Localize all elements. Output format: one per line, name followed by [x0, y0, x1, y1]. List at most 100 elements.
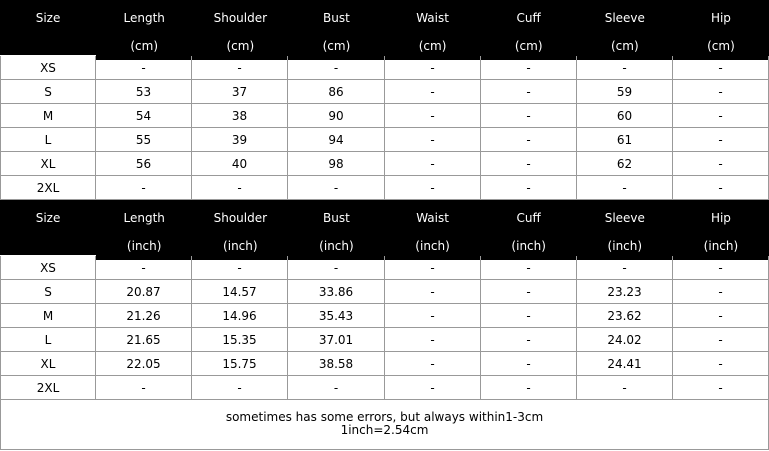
table-cell: - [385, 80, 481, 104]
table-cell: - [288, 176, 385, 200]
table-cell: 94 [288, 128, 385, 152]
table-cell: - [481, 152, 577, 176]
note-line: 1inch=2.54cm [340, 423, 429, 437]
table-cell: 21.65 [96, 328, 192, 352]
table-cell: - [673, 280, 769, 304]
table-cell: - [385, 328, 481, 352]
table-cell: - [673, 176, 769, 200]
table-cell: - [481, 104, 577, 128]
column-unit: (inch) [288, 232, 385, 260]
table-cell: - [577, 176, 673, 200]
size-label: XL [0, 152, 96, 176]
table-cell: - [577, 376, 673, 400]
size-label: S [0, 80, 96, 104]
table-cell: 20.87 [96, 280, 192, 304]
column-header: Waist [384, 4, 481, 32]
table-cell: 23.23 [577, 280, 673, 304]
table-cell: 37.01 [288, 328, 385, 352]
size-label: S [0, 280, 96, 304]
table-cell: - [673, 128, 769, 152]
column-header: Sleeve [576, 204, 673, 232]
table-cell: 24.41 [577, 352, 673, 376]
column-header: Shoulder [192, 4, 289, 32]
column-unit: (inch) [192, 232, 289, 260]
size-label: L [0, 328, 96, 352]
size-label: 2XL [0, 176, 96, 200]
table-cell: - [288, 256, 385, 280]
table-cell: - [673, 104, 769, 128]
table-cell: 86 [288, 80, 385, 104]
table-cell: - [288, 376, 385, 400]
table-cell: 37 [192, 80, 288, 104]
table-cell: 53 [96, 80, 192, 104]
column-unit: (cm) [576, 32, 673, 60]
table-cell: - [192, 256, 288, 280]
column-unit: (inch) [480, 232, 577, 260]
table-cell: - [96, 376, 192, 400]
column-header: Length [96, 204, 193, 232]
table-cell: 15.75 [192, 352, 288, 376]
table-cell: - [288, 56, 385, 80]
table-cell: 23.62 [577, 304, 673, 328]
table-cell: - [96, 56, 192, 80]
table-cell: - [481, 280, 577, 304]
table-cell: 59 [577, 80, 673, 104]
table-cell: 21.26 [96, 304, 192, 328]
table-cell: 14.96 [192, 304, 288, 328]
table-cell: 54 [96, 104, 192, 128]
table-cell: - [385, 376, 481, 400]
table-cell: 33.86 [288, 280, 385, 304]
column-header: Length [96, 4, 193, 32]
column-header: Waist [384, 204, 481, 232]
column-unit: (cm) [96, 32, 193, 60]
table-cell: 61 [577, 128, 673, 152]
table-cell: - [481, 176, 577, 200]
table-cell: - [481, 56, 577, 80]
table-cell: - [673, 256, 769, 280]
table-cell: - [673, 304, 769, 328]
table-cell: - [192, 56, 288, 80]
column-unit: (cm) [384, 32, 481, 60]
size-label: XL [0, 352, 96, 376]
size-label: M [0, 304, 96, 328]
table-cell: - [673, 80, 769, 104]
column-header: Bust [288, 204, 385, 232]
column-header: Size [0, 204, 97, 232]
column-header: Hip [672, 204, 769, 232]
table-cell: - [385, 280, 481, 304]
column-header: Hip [672, 4, 769, 32]
column-unit: (cm) [192, 32, 289, 60]
table-cell: - [481, 80, 577, 104]
table-cell: - [673, 328, 769, 352]
table-cell: 90 [288, 104, 385, 128]
column-unit: (cm) [288, 32, 385, 60]
table-cell: - [673, 152, 769, 176]
size-label: 2XL [0, 376, 96, 400]
column-unit: (cm) [480, 32, 577, 60]
table-cell: 22.05 [96, 352, 192, 376]
size-label: M [0, 104, 96, 128]
note-line: sometimes has some errors, but always wi… [225, 410, 544, 424]
table-cell: - [385, 104, 481, 128]
column-unit: (cm) [672, 32, 769, 60]
table-cell: - [481, 304, 577, 328]
table-cell: - [481, 376, 577, 400]
column-unit: (inch) [672, 232, 769, 260]
table-cell: - [385, 176, 481, 200]
column-header: Bust [288, 4, 385, 32]
column-unit: (inch) [384, 232, 481, 260]
table-cell: - [577, 56, 673, 80]
table-cell: - [385, 352, 481, 376]
table-cell: 39 [192, 128, 288, 152]
table-cell: 35.43 [288, 304, 385, 328]
table-cell: - [385, 256, 481, 280]
table-cell: - [673, 352, 769, 376]
table-cell: 98 [288, 152, 385, 176]
table-cell: - [481, 256, 577, 280]
table-cell: - [96, 176, 192, 200]
table-cell: - [673, 376, 769, 400]
table-cell: - [673, 56, 769, 80]
column-header: Shoulder [192, 204, 289, 232]
column-unit: (inch) [96, 232, 193, 260]
